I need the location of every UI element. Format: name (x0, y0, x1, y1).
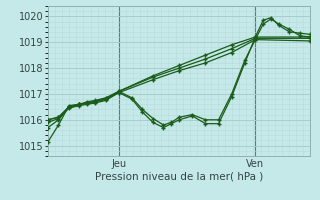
X-axis label: Pression niveau de la mer( hPa ): Pression niveau de la mer( hPa ) (95, 172, 263, 182)
